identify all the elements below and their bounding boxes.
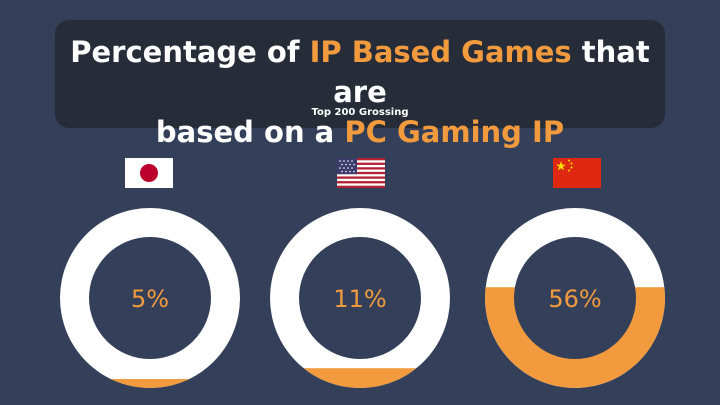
japan-flag-icon (125, 158, 173, 188)
ring-hole (514, 237, 636, 359)
ring-hole (89, 237, 211, 359)
ring-hole (299, 237, 421, 359)
china-flag-icon (553, 158, 601, 188)
chart-title: Percentage of IP Based Games that are bas… (55, 32, 665, 152)
fill-level (270, 368, 450, 388)
donut-china: 56% (485, 208, 665, 388)
title-text: Percentage of (70, 35, 310, 69)
fill-level (60, 379, 240, 388)
donut-united-states: 11% (270, 208, 450, 388)
value-label: 56% (548, 285, 601, 313)
title-box: Percentage of IP Based Games that are bas… (55, 20, 665, 149)
title-highlight: PC Gaming IP (344, 115, 565, 149)
chart-subtitle: Top 200 Grossing (311, 107, 409, 118)
donut-japan: 5% (60, 208, 240, 388)
value-label: 11% (333, 285, 386, 313)
usa-flag-icon (337, 158, 385, 188)
title-highlight: IP Based Games (309, 35, 572, 69)
value-label: 5% (131, 285, 169, 313)
title-text: based on a (155, 115, 345, 149)
title-text: that are (333, 35, 650, 109)
